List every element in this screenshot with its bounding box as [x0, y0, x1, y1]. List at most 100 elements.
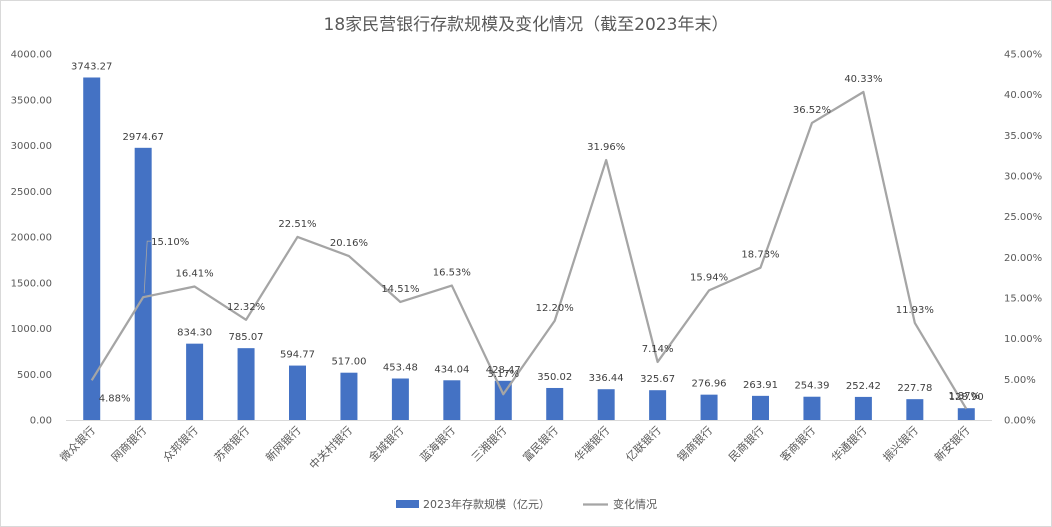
legend-line-label: 变化情况 — [613, 497, 657, 511]
bar-data-label: 276.96 — [692, 379, 727, 390]
y-axis-left: 0.00 500.00 1000.00 1500.00 2000.00 2500.00 30… — [11, 50, 52, 427]
bar — [340, 372, 358, 420]
x-category-label: 中关村银行 — [306, 423, 355, 472]
bar — [854, 396, 872, 420]
bar — [494, 380, 512, 420]
bar-data-label: 252.42 — [846, 381, 881, 392]
line-data-label: 12.20% — [536, 303, 574, 314]
bar — [83, 77, 101, 421]
line-data-labels: 4.88% 15.10% 16.41% 12.32% 22.51% 20.16% 14.51… — [99, 74, 980, 404]
bar — [546, 387, 564, 420]
bar-data-label: 2974.67 — [122, 132, 163, 143]
bar-data-labels: 3743.27 2974.67 834.30 785.07 594.77 517.00 45… — [71, 61, 984, 403]
line-data-label: 18.73% — [741, 250, 779, 261]
line-data-label: 12.32% — [227, 302, 265, 313]
x-category-label: 亿联银行 — [623, 423, 664, 464]
y-left-tick-label: 1500.00 — [11, 278, 52, 289]
bar — [649, 390, 667, 420]
line-data-label: 36.52% — [793, 105, 831, 116]
bar — [391, 378, 409, 420]
legend-bar-label: 2023年存款规模（亿元） — [423, 497, 550, 511]
bar-data-label: 254.39 — [794, 381, 829, 392]
label-leader-line — [143, 240, 152, 294]
x-category-label: 客商银行 — [777, 423, 818, 464]
line-series — [90, 90, 968, 410]
x-category-label: 网商银行 — [108, 423, 149, 464]
bar-data-label: 785.07 — [229, 332, 264, 343]
y-right-tick-label: 15.00% — [1004, 294, 1042, 305]
bar-data-label: 3743.27 — [71, 61, 112, 72]
bar — [186, 343, 204, 420]
x-category-label: 新安银行 — [931, 423, 972, 464]
bar — [752, 395, 769, 420]
bar-data-label: 227.78 — [897, 383, 932, 394]
line-data-label: 31.96% — [587, 142, 625, 153]
bar-data-label: 434.04 — [434, 364, 469, 375]
x-category-label: 民商银行 — [726, 423, 767, 464]
y-right-tick-label: 10.00% — [1004, 334, 1042, 345]
y-left-tick-label: 2500.00 — [11, 187, 52, 198]
chart-title: 18家民营银行存款规模及变化情况（截至2023年末） — [324, 15, 729, 35]
y-left-tick-label: 0.00 — [30, 416, 52, 427]
line-data-label: 7.14% — [642, 344, 674, 355]
line-data-label: 40.33% — [844, 74, 882, 85]
x-category-label: 振兴银行 — [880, 423, 921, 464]
y-right-tick-label: 35.00% — [1004, 131, 1042, 142]
x-category-label: 新网银行 — [263, 423, 304, 464]
line-data-label: 1.37% — [948, 391, 980, 402]
line-data-label: 3.17% — [487, 369, 519, 380]
bar — [803, 396, 821, 420]
bar-data-label: 594.77 — [280, 350, 315, 361]
bar — [597, 389, 615, 420]
legend-bar-swatch — [396, 500, 419, 508]
y-left-tick-label: 2000.00 — [11, 233, 52, 244]
y-left-tick-label: 3500.00 — [11, 95, 52, 106]
bar — [906, 399, 924, 420]
x-axis-categories: 微众银行 网商银行 众邦银行 苏商银行 新网银行 中关村银行 金城银行 蓝海银行 三湘银行 富民银… — [57, 423, 973, 472]
series-line — [90, 90, 968, 410]
y-right-tick-label: 40.00% — [1004, 90, 1042, 101]
line-data-label: 15.94% — [690, 272, 728, 283]
y-left-tick-label: 500.00 — [17, 370, 52, 381]
bar — [957, 408, 975, 420]
legend: 2023年存款规模（亿元） 变化情况 — [396, 497, 657, 511]
x-category-label: 金城银行 — [365, 423, 406, 464]
x-category-label: 三湘银行 — [468, 423, 509, 464]
line-data-label: 14.51% — [381, 284, 419, 295]
y-right-tick-label: 25.00% — [1004, 212, 1042, 223]
y-right-tick-label: 30.00% — [1004, 172, 1042, 183]
y-right-tick-label: 5.00% — [1004, 375, 1036, 386]
bar-data-label: 517.00 — [331, 357, 366, 368]
bar-data-label: 453.48 — [383, 363, 418, 374]
bar — [134, 147, 152, 420]
bar-data-label: 325.67 — [640, 374, 675, 385]
x-category-label: 微众银行 — [57, 423, 98, 464]
bar — [443, 380, 461, 420]
line-data-label: 4.88% — [99, 393, 131, 404]
bar-series — [83, 77, 975, 421]
y-axis-right: 0.00% 5.00% 10.00% 15.00% 20.00% 25.00% 30.00%… — [1004, 50, 1042, 427]
bar — [700, 394, 718, 420]
y-left-tick-label: 3000.00 — [11, 141, 52, 152]
line-data-label: 16.41% — [176, 269, 214, 280]
bar — [237, 348, 255, 420]
y-right-tick-label: 20.00% — [1004, 253, 1042, 264]
bar-data-label: 336.44 — [589, 373, 624, 384]
line-data-label: 16.53% — [433, 268, 471, 279]
x-category-label: 富民银行 — [520, 423, 561, 464]
y-left-tick-label: 1000.00 — [11, 324, 52, 335]
bar-data-label: 263.91 — [743, 380, 778, 391]
x-category-label: 苏商银行 — [211, 423, 252, 464]
bar-data-label: 834.30 — [177, 328, 212, 339]
line-data-label: 15.10% — [151, 237, 189, 248]
y-right-tick-label: 0.00% — [1004, 416, 1036, 427]
x-category-label: 华瑞银行 — [571, 423, 612, 464]
x-category-label: 众邦银行 — [160, 423, 201, 464]
y-right-tick-label: 45.00% — [1004, 50, 1042, 61]
y-left-tick-label: 4000.00 — [11, 50, 52, 61]
x-category-label: 华通银行 — [828, 423, 869, 464]
x-category-label: 锡商银行 — [674, 423, 715, 464]
x-category-label: 蓝海银行 — [417, 423, 458, 464]
